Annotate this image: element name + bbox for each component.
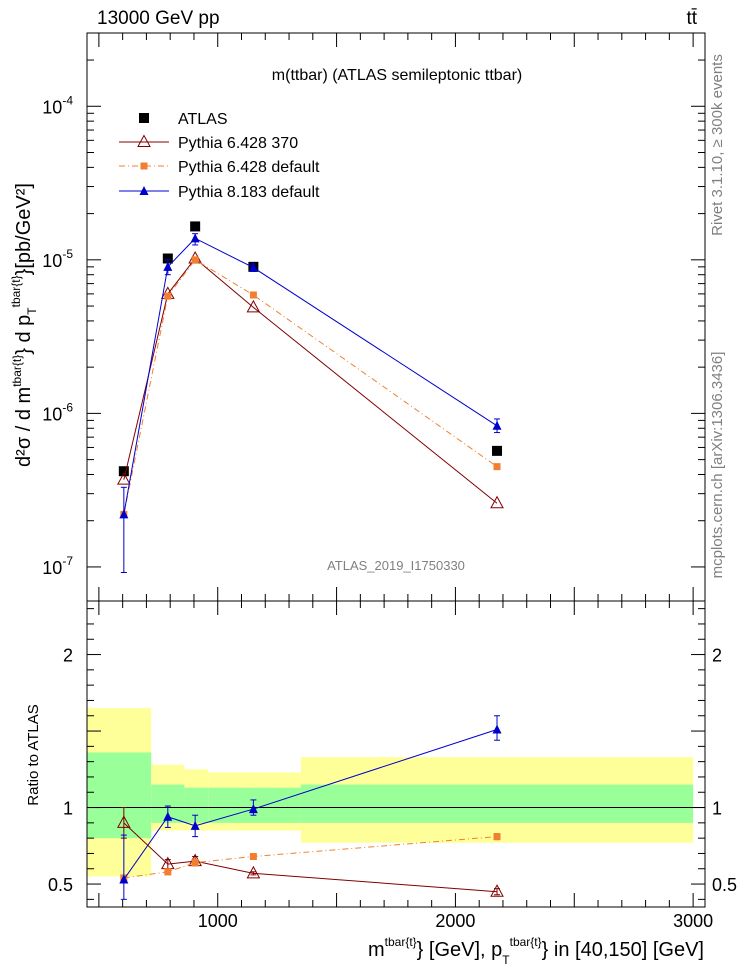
data-point [492,445,503,456]
data-point [162,253,173,264]
x-label-sup1: tbar{t} [385,935,417,949]
y-label-tail: }[pb/GeV²] [13,183,35,275]
ratio-y-tick-label-left: 2 [63,646,73,666]
watermark: ATLAS_2019_I1750330 [327,558,465,573]
main-series [117,221,504,573]
plot-title: m(ttbar) (ATLAS semileptonic ttbar) [272,67,522,84]
ratio-y-tick-label-left: 1 [63,799,73,819]
data-point [248,262,258,272]
data-point [163,261,173,271]
data-point [164,292,172,300]
y-tick-exponent: -6 [62,400,73,414]
data-point [117,472,131,485]
ratio-band-inner [300,784,694,823]
y-tick-base: 10 [42,558,62,578]
data-point [163,811,173,821]
header-right: tt̄ [686,8,697,29]
y-label-lead: d²σ / d m [13,387,35,467]
x-tick-label: 1000 [198,911,238,931]
legend-marker [139,186,149,195]
header-left: 13000 GeV pp [97,8,220,29]
y-label-sub: T [25,307,39,315]
data-point [119,874,129,884]
legend-marker [140,162,148,170]
ratio-y-tick-label-right: 2 [712,646,722,666]
legend-label: ATLAS [178,111,228,128]
y-tick-exponent: -5 [62,247,73,261]
data-point [190,233,200,243]
y-label-sup1: tbar{t} [10,355,24,387]
series-line [123,257,498,504]
data-point [490,884,504,897]
data-point [246,865,261,879]
legend-marker [137,134,151,147]
ratio-y-axis-label: Ratio to ATLAS [25,704,42,805]
y-tick-exponent: -7 [62,554,73,568]
legend-label: Pythia 6.428 370 [178,135,298,152]
series-line [123,259,498,515]
data-point [492,420,502,430]
ratio-band-inner [184,787,209,823]
legend: ATLAS Pythia 6.428 370 Pythia 6.428 defaul… [119,111,320,201]
main-series-atlas [118,221,503,477]
main-series-pythia-6-428-370 [117,250,504,509]
x-tick-label: 2000 [435,911,475,931]
x-tick-label: 3000 [673,911,713,931]
rivet-label: Rivet 3.1.10, ≥ 300k events [709,54,726,236]
data-point [249,291,257,299]
data-point [246,299,261,313]
y-tick-label: 10-5 [42,247,73,271]
legend-label: Pythia 8.183 default [178,184,320,201]
y-tick-exponent: -4 [62,93,73,107]
ratio-plot-frame [86,600,706,908]
data-point [191,859,199,867]
data-point [119,509,129,519]
data-point [118,466,129,477]
data-point [248,804,258,814]
x-label-sub: T [502,953,510,967]
data-point [490,495,504,509]
ratio-y-tick-label-right: 0.5 [712,875,737,895]
data-point [164,868,172,876]
ratio-uncertainty-bands [87,708,705,877]
data-point [191,256,199,264]
y-tick-label: 10-7 [42,554,73,578]
legend-label: Pythia 6.428 default [178,159,320,176]
data-point [493,463,501,471]
ratio-y-tick-label-right: 1 [712,799,722,819]
data-point [492,724,502,734]
main-series-pythia-8-183-default [119,233,502,573]
main-y-axis-label: d²σ / d mtbar{t}} d pTtbar{t}}[pb/GeV²] [9,183,39,467]
ratio-y-tick-label-left: 0.5 [48,875,73,895]
data-point [249,853,257,861]
y-label-mid: } d p [13,315,35,355]
y-label-sup2: tbar{t} [9,275,23,307]
legend-marker [139,113,149,123]
y-tick-base: 10 [42,404,62,424]
data-point [190,820,200,830]
main-series-pythia-6-428-default [120,256,501,518]
ratio-series [117,715,504,900]
ratio-band-inner [208,787,301,823]
series-line [123,237,498,515]
x-label-b: } [GeV], p [417,939,503,961]
y-tick-base: 10 [42,251,62,271]
x-label-sup2: tbar{t} [510,935,542,949]
data-point [190,221,201,232]
ratio-series-pythia-8-183-default [119,715,502,900]
y-tick-label: 10-4 [42,93,73,117]
mcplots-label: mcplots.cern.ch [arXiv:1306.3436] [709,352,726,579]
series-line [123,836,498,879]
x-label-a: m [368,939,385,961]
data-point [493,833,501,841]
x-axis-label: mtbar{t}} [GeV], pTtbar{t}} in [40,150] … [368,935,704,967]
x-label-c: } in [40,150] [GeV] [542,939,704,961]
y-tick-base: 10 [42,97,62,117]
y-tick-label: 10-6 [42,400,73,424]
data-point [117,815,131,828]
ratio-band-inner [87,752,152,839]
